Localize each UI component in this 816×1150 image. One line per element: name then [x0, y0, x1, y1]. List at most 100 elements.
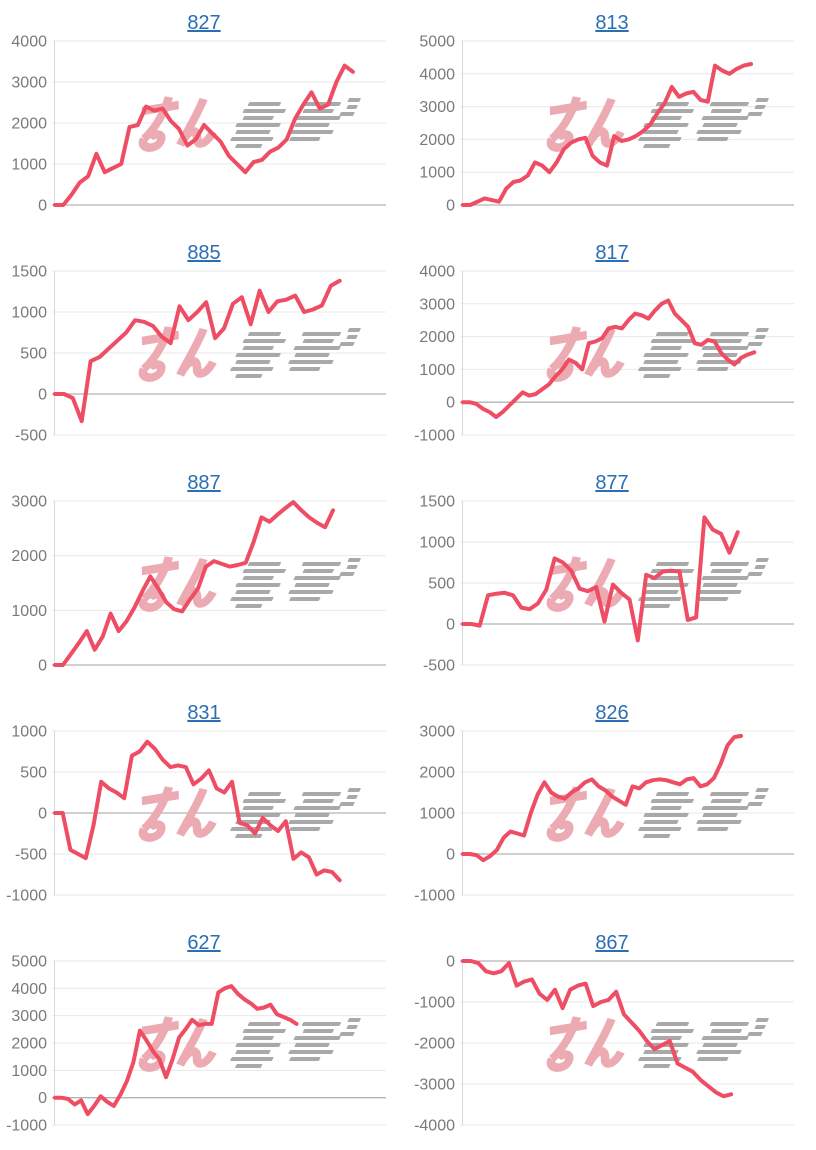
chart-cell-831: 831 1000 500 0 -500 -1000: [0, 690, 408, 920]
y-tick-label: 1000: [419, 165, 455, 182]
y-tick-label: 4000: [419, 66, 455, 83]
watermark-logo: [138, 96, 361, 152]
watermark-pink-glyphs: [546, 326, 625, 382]
watermark-gray-glyphs: [230, 328, 361, 378]
y-tick-label: 2000: [11, 1036, 47, 1053]
series-line: [53, 500, 335, 667]
watermark-logo: [138, 556, 361, 612]
line-chart-877: 1500 1000 500 0 -500: [419, 494, 794, 675]
y-tick-label: -500: [15, 428, 47, 445]
line-chart-627: 5000 4000 3000 2000 1000 0 -1000: [6, 954, 386, 1135]
line-chart-826: 3000 2000 1000 0 -1000: [414, 724, 794, 905]
series-line: [461, 298, 757, 419]
y-tick-label: 2000: [419, 329, 455, 346]
y-tick-label: 1000: [419, 535, 455, 552]
y-tick-label: 1000: [11, 724, 47, 741]
watermark-pink-glyphs: [546, 1016, 625, 1072]
line-chart-867: 0 -1000 -2000 -3000 -4000: [414, 954, 794, 1135]
y-tick-label: 0: [38, 387, 47, 404]
watermark-pink-glyphs: [138, 96, 217, 152]
y-tick-label: -3000: [414, 1077, 455, 1094]
chart-title-link[interactable]: 887: [187, 472, 221, 494]
y-tick-label: 2000: [11, 116, 47, 133]
y-tick-label: 500: [20, 765, 47, 782]
y-tick-label: 3000: [419, 724, 455, 741]
series-line: [461, 62, 753, 207]
chart-title-link[interactable]: 627: [187, 932, 221, 954]
line-chart-813: 5000 4000 3000 2000 1000 0: [419, 34, 794, 215]
y-tick-label: -2000: [414, 1036, 455, 1053]
watermark-logo: [138, 786, 361, 842]
y-tick-label: 500: [428, 576, 455, 593]
y-tick-label: -4000: [414, 1118, 455, 1135]
chart-title-link[interactable]: 826: [595, 702, 629, 724]
line-chart-831: 1000 500 0 -500 -1000: [6, 724, 386, 905]
y-tick-label: 3000: [419, 99, 455, 116]
y-tick-label: 2000: [419, 765, 455, 782]
y-tick-label: 0: [38, 806, 47, 823]
y-tick-label: 1500: [419, 494, 455, 511]
chart-title-row: 885: [0, 230, 408, 264]
series-line: [53, 278, 342, 424]
y-tick-label: 1000: [11, 157, 47, 174]
chart-cell-813: 813 5000 4000 3000 2000 1000 0: [408, 0, 816, 230]
chart-title-row: 827: [0, 0, 408, 34]
watermark-pink-glyphs: [546, 556, 625, 612]
y-tick-label: 1000: [11, 305, 47, 322]
y-tick-label: 0: [446, 617, 455, 634]
watermark-logo: [546, 556, 769, 612]
y-tick-label: 500: [20, 346, 47, 363]
chart-title-link[interactable]: 877: [595, 472, 629, 494]
y-tick-label: 1500: [11, 264, 47, 281]
watermark-pink-glyphs: [138, 556, 217, 612]
y-tick-label: 3000: [11, 494, 47, 511]
y-tick-label: 0: [38, 658, 47, 675]
watermark-gray-glyphs: [638, 788, 769, 838]
y-tick-label: 1000: [11, 1063, 47, 1080]
series-line: [53, 63, 355, 207]
y-tick-label: 4000: [419, 264, 455, 281]
chart-title-link[interactable]: 867: [595, 932, 629, 954]
y-tick-label: -1000: [6, 1118, 47, 1135]
chart-cell-885: 885 1500 1000 500 0 -500: [0, 230, 408, 460]
y-tick-label: 5000: [11, 954, 47, 971]
y-tick-label: -500: [423, 658, 455, 675]
chart-title-row: 826: [408, 690, 816, 724]
chart-title-link[interactable]: 827: [187, 12, 221, 34]
chart-title-row: 627: [0, 920, 408, 954]
y-tick-label: 2000: [11, 548, 47, 565]
line-chart-827: 4000 3000 2000 1000 0: [11, 34, 386, 215]
y-tick-label: 4000: [11, 34, 47, 51]
line-chart-887: 3000 2000 1000 0: [11, 494, 386, 675]
y-tick-label: 0: [446, 198, 455, 215]
series-line: [53, 984, 299, 1117]
chart-title-link[interactable]: 817: [595, 242, 629, 264]
chart-title-row: 867: [408, 920, 816, 954]
y-tick-label: 1000: [419, 362, 455, 379]
chart-cell-867: 867 0 -1000 -2000 -3000 -4000: [408, 920, 816, 1150]
chart-title-link[interactable]: 813: [595, 12, 629, 34]
chart-title-link[interactable]: 831: [187, 702, 221, 724]
chart-title-link[interactable]: 885: [187, 242, 221, 264]
y-tick-label: -1000: [414, 888, 455, 905]
watermark-gray-glyphs: [638, 558, 769, 608]
y-tick-label: 2000: [419, 132, 455, 149]
y-tick-label: -1000: [414, 428, 455, 445]
y-tick-label: 0: [446, 847, 455, 864]
watermark-pink-glyphs: [138, 326, 217, 382]
watermark-gray-glyphs: [230, 1018, 361, 1068]
watermark-gray-glyphs: [230, 558, 361, 608]
y-tick-label: 0: [38, 1090, 47, 1107]
chart-title-row: 831: [0, 690, 408, 724]
chart-cell-887: 887 3000 2000 1000 0: [0, 460, 408, 690]
y-tick-label: -1000: [414, 995, 455, 1012]
watermark-pink-glyphs: [138, 786, 217, 842]
chart-cell-627: 627 5000 4000 3000 2000 1000 0 -1000: [0, 920, 408, 1150]
y-tick-label: -500: [15, 847, 47, 864]
watermark-logo: [138, 1016, 361, 1072]
series-line: [461, 515, 740, 643]
series-line: [461, 959, 734, 1099]
y-tick-label: 0: [446, 954, 455, 971]
y-tick-label: 1000: [11, 603, 47, 620]
